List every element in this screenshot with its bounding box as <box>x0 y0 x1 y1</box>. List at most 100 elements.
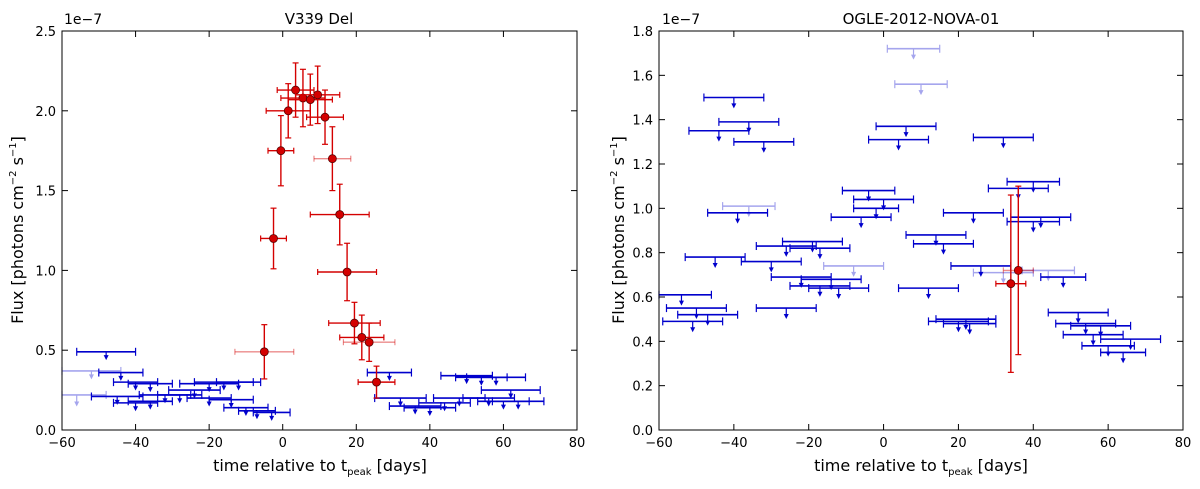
upper-limit-point <box>366 368 413 381</box>
upper-limit-arrowhead <box>712 262 718 268</box>
detection-point <box>342 322 396 362</box>
detection-marker <box>305 95 315 105</box>
upper-limit-point <box>781 237 844 253</box>
y-tick-label: 2.5 <box>35 25 56 40</box>
upper-limit-arrowhead <box>851 271 857 277</box>
upper-limit-point <box>789 281 851 297</box>
y-tick-label: 2.0 <box>35 105 56 120</box>
upper-limit-arrowhead <box>118 375 124 381</box>
detection-point <box>260 207 287 270</box>
detection-marker <box>357 333 367 342</box>
axes-frame <box>658 30 1184 431</box>
upper-limit-arrowhead <box>978 271 984 277</box>
upper-limit-point <box>1070 321 1132 337</box>
y-tick-label: 0.6 <box>632 291 653 306</box>
upper-limit-arrowhead <box>925 294 931 299</box>
upper-limit-point <box>894 80 948 96</box>
y-tick-label: 0.8 <box>632 247 653 262</box>
upper-limit-arrowhead <box>716 136 722 142</box>
y-tick-label: 1.2 <box>632 158 653 173</box>
upper-limit-arrowhead <box>236 385 242 391</box>
x-tick-label: 20 <box>348 436 365 451</box>
upper-limit-arrowhead <box>940 249 946 255</box>
detection-marker <box>1006 279 1016 289</box>
upper-limit-point <box>808 284 870 299</box>
upper-limit-arrowhead <box>254 414 260 420</box>
upper-limit-point <box>466 373 527 386</box>
upper-limit-point <box>76 347 137 361</box>
upper-limit-point <box>1100 335 1162 350</box>
upper-limit-arrowhead <box>836 294 842 299</box>
upper-limit-point <box>733 137 795 153</box>
upper-limit-point <box>1021 266 1076 282</box>
upper-limit-point <box>1040 273 1087 288</box>
upper-limit-arrowhead <box>817 254 823 260</box>
upper-limit-arrowhead <box>896 145 902 151</box>
upper-limit-point <box>1006 177 1061 193</box>
upper-limit-arrowhead <box>88 374 94 380</box>
detection-point <box>265 83 311 139</box>
upper-limit-point <box>789 244 851 260</box>
upper-limit-point <box>1047 308 1109 324</box>
upper-limit-point <box>823 261 885 277</box>
upper-limit-point <box>1081 341 1135 357</box>
y-tick-label: 1.4 <box>632 114 653 129</box>
y-tick-label: 0.4 <box>632 335 653 350</box>
detection-point <box>357 365 396 399</box>
detection-marker <box>320 112 330 122</box>
upper-limit-arrowhead <box>1000 278 1006 284</box>
upper-limit-arrowhead <box>133 385 139 391</box>
upper-limit-arrowhead <box>386 375 392 381</box>
upper-limit-arrowhead <box>1083 329 1089 335</box>
upper-limit-point <box>867 135 930 151</box>
offset-label: 1e−7 <box>662 12 700 28</box>
upper-limit-point <box>480 386 541 399</box>
y-tick-label: 1.0 <box>632 202 653 217</box>
upper-limit-point <box>127 379 173 393</box>
x-axis-label: time relative to tpeak [days] <box>213 456 427 478</box>
upper-limit-arrowhead <box>1075 318 1081 324</box>
y-tick-label: 1.0 <box>35 264 56 279</box>
upper-limit-point <box>98 368 144 381</box>
upper-limit-arrowhead <box>783 251 789 257</box>
upper-limit-point <box>491 397 545 410</box>
upper-limit-point <box>388 402 442 415</box>
upper-limit-arrowhead <box>493 380 499 386</box>
upper-limit-arrowhead <box>678 300 684 306</box>
x-tick-label: 60 <box>1100 436 1117 451</box>
x-tick-label: 20 <box>950 436 967 451</box>
upper-limit-arrowhead <box>269 415 275 421</box>
upper-limit-point <box>112 378 159 391</box>
upper-limit-point <box>935 315 997 331</box>
upper-limit-arrowhead <box>74 401 80 407</box>
x-tick-label: 40 <box>422 436 439 451</box>
upper-limit-arrowhead <box>1120 358 1126 364</box>
upper-limit-arrowhead <box>515 404 521 410</box>
upper-limit-point <box>1062 330 1124 346</box>
y-tick-label: 0.0 <box>632 424 653 439</box>
upper-limit-point <box>875 122 937 138</box>
upper-limit-point <box>662 317 724 333</box>
upper-limit-point <box>912 239 975 255</box>
upper-limit-arrowhead <box>761 147 767 153</box>
upper-limit-point <box>1010 213 1072 229</box>
upper-limit-point <box>403 403 457 417</box>
x-tick-label: 40 <box>1025 436 1042 451</box>
upper-limit-arrowhead <box>1090 340 1096 346</box>
y-axis-label: Flux [photons cm−2 s−1] <box>8 136 27 324</box>
upper-limit-point <box>755 304 817 319</box>
x-tick-label: −20 <box>195 436 222 451</box>
x-tick-label: 0 <box>279 436 287 451</box>
y-axis-label: Flux [photons cm−2 s−1] <box>609 136 628 324</box>
data-layer <box>658 44 1162 373</box>
upper-limit-point <box>168 386 221 399</box>
detection-marker <box>335 210 345 219</box>
upper-limit-arrowhead <box>690 327 696 333</box>
upper-limit-point <box>688 126 750 142</box>
upper-limit-arrowhead <box>162 398 168 404</box>
detection-marker <box>269 234 278 243</box>
detection-point <box>317 242 378 302</box>
detection-point <box>294 65 341 125</box>
upper-limit-arrowhead <box>817 291 823 297</box>
